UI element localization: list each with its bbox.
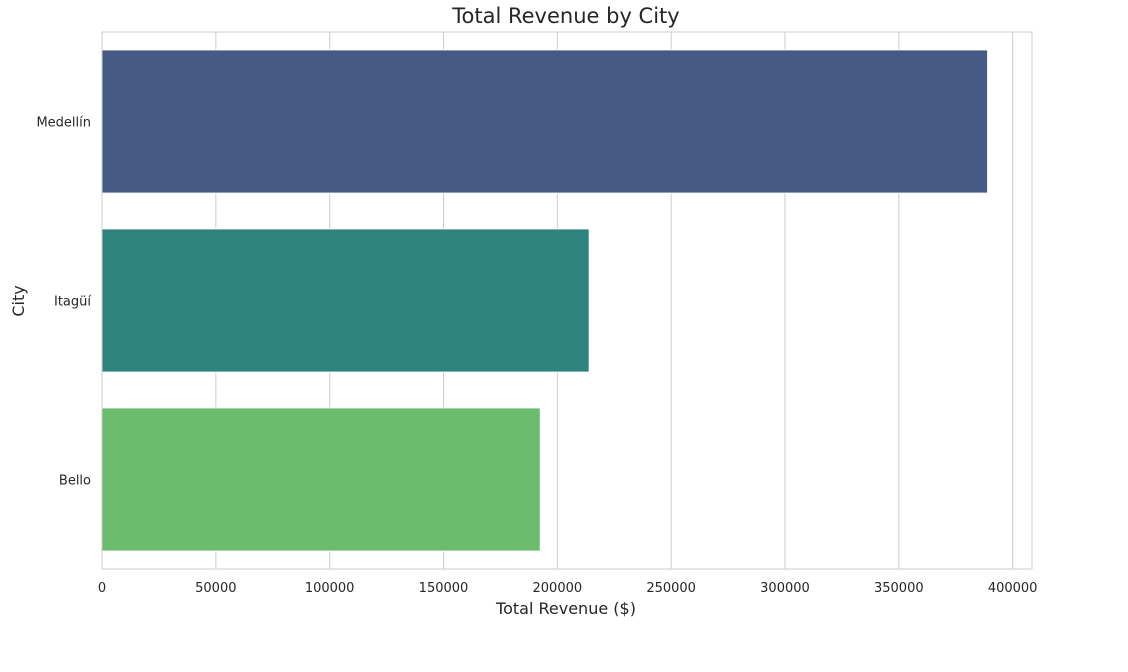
y-tick-label: Bello [59, 474, 91, 489]
y-tick-label: Medellín [36, 116, 91, 131]
y-axis-label: City [9, 285, 28, 316]
x-tick-label: 400000 [988, 581, 1038, 596]
x-tick-label: 250000 [646, 581, 696, 596]
y-tick-label: Itagüí [54, 295, 91, 310]
x-tick-label: 150000 [419, 581, 469, 596]
bar [101, 49, 989, 194]
chart-title: Total Revenue by City [451, 4, 679, 28]
x-tick-label: 100000 [305, 581, 355, 596]
bar [101, 407, 541, 552]
x-tick-label: 350000 [874, 581, 924, 596]
bars [101, 49, 989, 552]
x-tick-label: 300000 [760, 581, 810, 596]
bar [101, 228, 590, 373]
x-tick-label: 200000 [533, 581, 583, 596]
x-axis-label: Total Revenue ($) [495, 599, 636, 618]
plot-frame [101, 31, 1033, 570]
x-tick-labels: 0 50000 100000 150000 200000 250000 300000 3500… [98, 581, 1038, 596]
x-tick-label: 0 [98, 581, 106, 596]
x-tick-label: 50000 [195, 581, 236, 596]
y-tick-labels: Medellín Itagüí Bello [36, 116, 91, 489]
